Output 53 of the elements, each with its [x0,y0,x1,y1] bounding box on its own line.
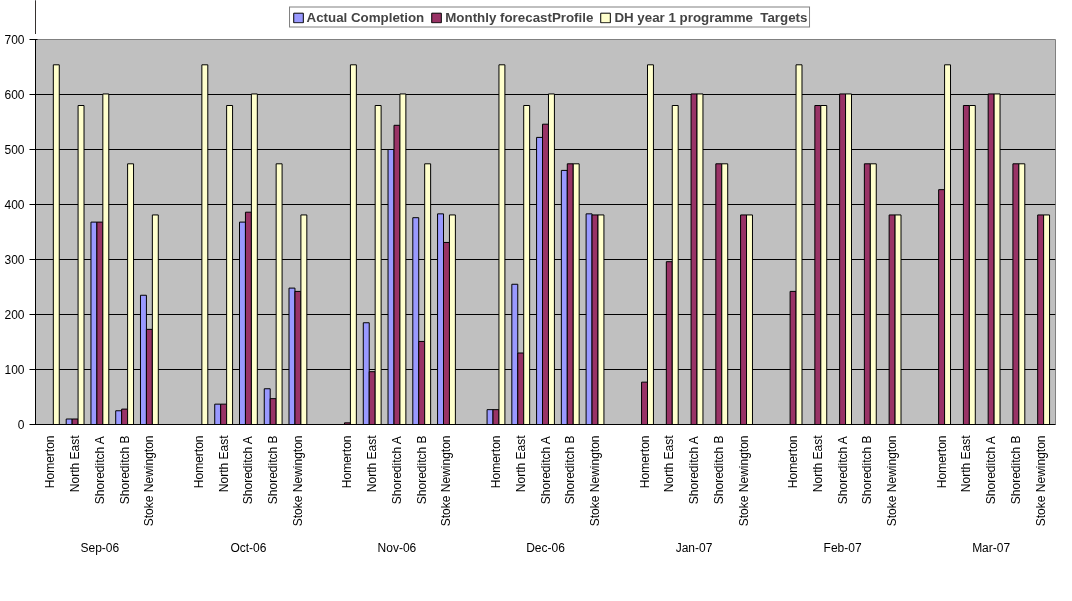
x-tick-label: Shoreditch A [389,436,404,505]
x-tick-label: North East [365,434,380,493]
x-tick-label: Shoreditch B [860,435,875,505]
x-tick-label: Homerton [340,435,355,489]
x-tick-label: Homerton [934,435,949,489]
text: Jan-07 [675,540,713,555]
x-tick-label: Shoreditch A [538,436,553,505]
x-tick-label: North East [216,434,231,493]
y-tick-label: 400 [4,198,25,212]
x-tick-label: Shoreditch A [241,436,256,505]
legend-label: DH year 1 programme Targets [614,9,808,25]
x-tick-label: Stoke Newington [736,435,751,527]
x-tick-label: Stoke Newington [439,435,454,527]
x-tick-label: Shoreditch A [984,436,999,505]
x-tick-label: Shoreditch B [117,435,132,505]
x-tick-label: Homerton [43,435,58,489]
x-tick-label: Stoke Newington [885,435,900,527]
x-tick-label: Stoke Newington [588,435,603,527]
text: Mar-07 [972,540,1011,555]
x-tick-label: Stoke Newington [290,435,305,527]
x-tick-label: Shoreditch A [687,436,702,505]
x-tick-label: Homerton [191,435,206,489]
x-tick-label: Shoreditch B [1008,435,1023,505]
x-tick-label: Shoreditch A [92,436,107,505]
x-tick-label: Homerton [488,435,503,489]
x-tick-label: Shoreditch B [563,435,578,505]
x-tick-label: North East [959,434,974,493]
x-tick-label: North East [68,434,83,493]
text: Oct-06 [230,540,267,555]
text: Nov-06 [377,540,417,555]
y-tick-label: 300 [4,253,25,267]
legend-label: Monthly forecastProfile [445,9,594,25]
y-tick-label: 0 [17,418,25,432]
x-tick-label: Shoreditch A [835,436,850,505]
x-tick-label: North East [810,434,825,493]
x-tick-label: Shoreditch B [266,435,281,505]
legend-label: Actual Completion [306,9,425,25]
x-tick-label: Homerton [637,435,652,489]
x-tick-label: Shoreditch B [414,435,429,505]
x-tick-label: North East [513,434,528,493]
x-tick-label: Stoke Newington [1033,435,1048,527]
text: Sep-06 [80,540,120,555]
y-tick-label: 500 [4,143,25,157]
x-tick-label: Stoke Newington [142,435,157,527]
text: Feb-07 [823,540,862,555]
x-tick-label: North East [662,434,677,493]
y-tick-label: 200 [4,308,25,322]
text: Dec-06 [526,540,566,555]
x-tick-label: Shoreditch B [711,435,726,505]
y-tick-label: 100 [4,363,25,377]
x-tick-label: Homerton [786,435,801,489]
y-tick-label: 700 [4,33,25,47]
y-tick-label: 600 [4,88,25,102]
